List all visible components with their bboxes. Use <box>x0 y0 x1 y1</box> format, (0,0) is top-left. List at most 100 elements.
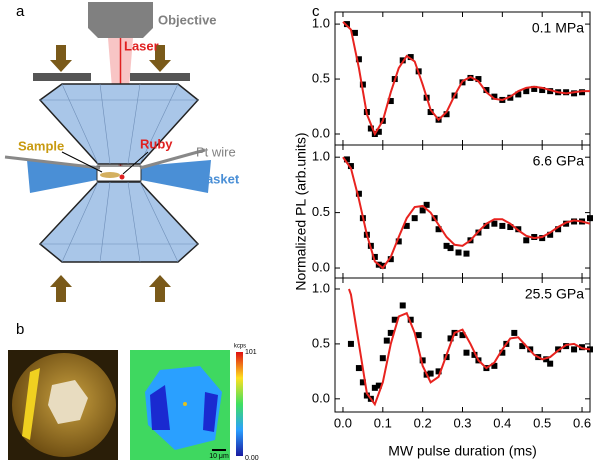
data-point <box>379 262 386 269</box>
data-point <box>355 190 362 197</box>
gasket-right <box>141 160 211 193</box>
data-point <box>343 21 350 28</box>
plate <box>130 73 190 81</box>
data-point <box>587 215 593 222</box>
x-tick-label: 0.2 <box>414 415 432 430</box>
annotation: 0.1 MPa <box>532 20 584 36</box>
data-point <box>539 87 546 94</box>
data-point <box>435 226 442 233</box>
data-point <box>483 222 490 229</box>
y-tick-label: 0.0 <box>312 259 330 274</box>
diagram <box>4 2 211 302</box>
data-point <box>499 222 506 229</box>
data-point <box>471 351 478 358</box>
data-point <box>387 98 394 105</box>
data-point <box>359 379 366 386</box>
data-point <box>427 109 434 116</box>
label-laser: Laser <box>124 38 159 53</box>
data-point <box>419 357 426 364</box>
y-tick-label: 0.0 <box>312 125 330 140</box>
label-pt-wire: Pt wire <box>196 144 236 159</box>
data-point <box>355 56 362 63</box>
data-point <box>523 88 530 95</box>
data-point <box>555 226 562 233</box>
data-point <box>463 349 470 356</box>
data-point <box>347 340 354 347</box>
fit-line <box>342 156 591 270</box>
data-point <box>507 224 514 231</box>
colorbar <box>236 352 243 456</box>
data-point <box>403 222 410 229</box>
data-point <box>459 332 466 339</box>
colorbar-unit: kcps <box>234 344 246 350</box>
data-point <box>343 156 350 163</box>
data-point <box>443 111 450 118</box>
data-point <box>387 256 394 263</box>
x-tick-label: 0.5 <box>533 415 551 430</box>
data-point <box>407 54 414 61</box>
data-point <box>491 220 498 227</box>
data-point <box>507 94 514 101</box>
data-point <box>371 253 378 260</box>
label-sample: Sample <box>18 138 64 153</box>
y-tick-label: 1.0 <box>312 149 330 164</box>
y-tick-label: 0.0 <box>312 390 330 405</box>
pl-map-low <box>150 385 170 430</box>
data-point <box>447 245 454 252</box>
y-tick-label: 0.5 <box>312 204 330 219</box>
data-point <box>531 85 538 92</box>
ruby <box>119 174 125 180</box>
colorbar-max: 101 <box>245 349 257 356</box>
lower-anvil <box>38 181 200 263</box>
data-point <box>415 332 422 339</box>
sample-image <box>48 380 88 424</box>
data-point <box>395 238 402 245</box>
x-axis-label: MW pulse duration (ms) <box>388 443 537 459</box>
data-point <box>387 329 394 336</box>
data-point <box>367 125 374 132</box>
data-point <box>347 163 354 170</box>
y-tick-label: 0.5 <box>312 70 330 85</box>
data-point <box>547 88 554 95</box>
data-point <box>539 235 546 242</box>
fit-line <box>348 288 591 407</box>
x-tick-label: 0.6 <box>573 415 591 430</box>
wire-image <box>22 368 40 440</box>
data-point <box>435 368 442 375</box>
data-point <box>499 349 506 356</box>
data-point <box>547 231 554 238</box>
data-point <box>463 250 470 257</box>
data-point <box>447 335 454 342</box>
data-point <box>355 365 362 372</box>
annotation: 25.5 GPa <box>525 286 584 302</box>
y-tick-label: 1.0 <box>312 280 330 295</box>
data-point <box>391 316 398 323</box>
pl-map-low <box>203 392 218 432</box>
data-point <box>579 89 586 96</box>
data-point <box>359 81 366 88</box>
panel-label: a <box>16 3 25 20</box>
data-point <box>407 316 414 323</box>
data-point <box>423 201 430 208</box>
y-axis-label: Normalized PL (arb.units) <box>293 132 309 290</box>
data-point <box>383 337 390 344</box>
data-point <box>371 384 378 391</box>
scale-bar-label: 10 μm <box>209 453 229 460</box>
data-point <box>571 90 578 97</box>
data-point <box>375 128 382 135</box>
data-point <box>531 233 538 240</box>
objective <box>88 2 153 38</box>
data-point <box>571 346 578 353</box>
arrows <box>50 45 171 302</box>
panel-label: b <box>16 321 24 338</box>
label-gasket: gasket <box>198 171 240 186</box>
data-point <box>515 91 522 98</box>
sample <box>100 172 120 178</box>
data-point <box>519 343 526 350</box>
gasket-left <box>27 160 97 193</box>
data-point <box>351 29 358 36</box>
data-point <box>543 356 550 363</box>
data-point <box>455 249 462 256</box>
y-tick-label: 0.5 <box>312 335 330 350</box>
